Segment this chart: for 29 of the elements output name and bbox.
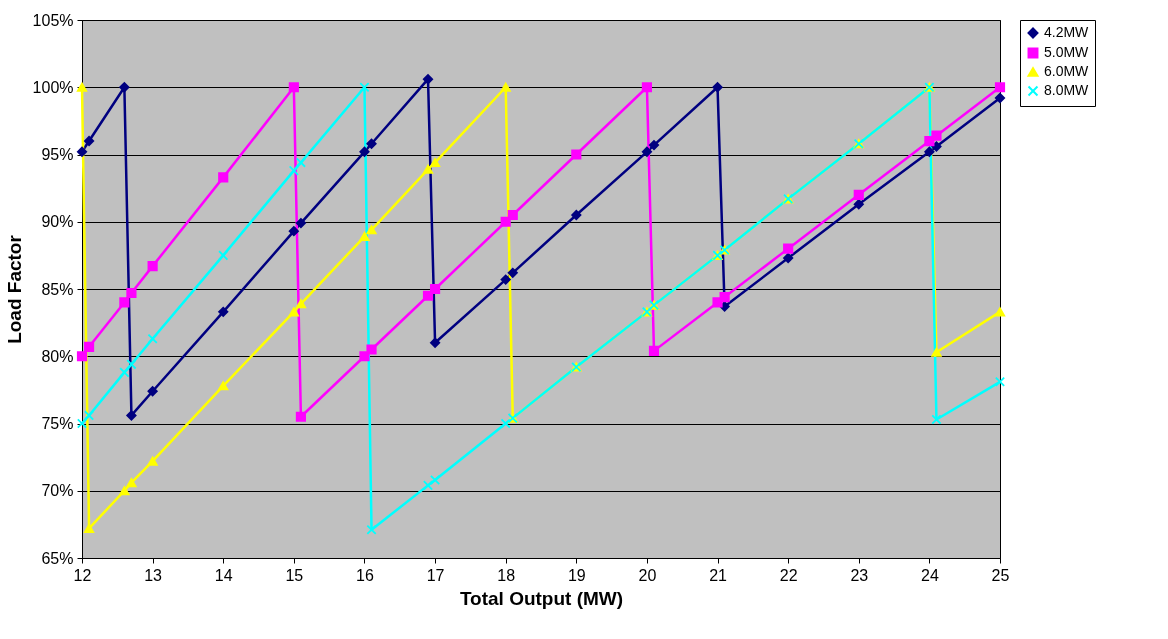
legend-label: 8.0MW [1044, 82, 1090, 98]
legend-label: 5.0MW [1044, 44, 1090, 60]
x-tick-label: 17 [426, 566, 445, 584]
x-tick-label: 24 [920, 566, 939, 584]
y-tick-label: 90% [41, 213, 74, 231]
x-tick-label: 21 [709, 566, 728, 584]
x-tick-label: 18 [497, 566, 516, 584]
x-tick-label: 23 [850, 566, 869, 584]
x-tick-label: 20 [638, 566, 657, 584]
x-tick-label: 16 [356, 566, 374, 584]
x-tick-label: 12 [73, 566, 92, 584]
x-axis-title: Total Output (MW) [459, 587, 624, 609]
x-tick-label: 19 [567, 566, 586, 584]
x-tick-label: 22 [779, 566, 798, 584]
y-tick-label: 100% [32, 78, 74, 96]
legend-label: 6.0MW [1044, 63, 1090, 79]
y-axis-title: Load Factor [3, 234, 25, 344]
y-tick-label: 75% [41, 415, 74, 432]
legend-label: 4.2MW [1044, 24, 1090, 40]
y-tick-label: 80% [41, 347, 74, 365]
y-tick-label: 70% [41, 482, 74, 500]
y-tick-label: 65% [41, 549, 74, 567]
x-tick-label: 14 [214, 566, 233, 584]
x-tick-label: 15 [285, 566, 304, 584]
y-tick-label: 105% [32, 11, 74, 29]
y-tick-label: 85% [41, 280, 74, 298]
x-tick-label: 13 [144, 566, 163, 584]
x-tick-label: 25 [991, 566, 1010, 584]
y-tick-label: 95% [41, 146, 74, 163]
